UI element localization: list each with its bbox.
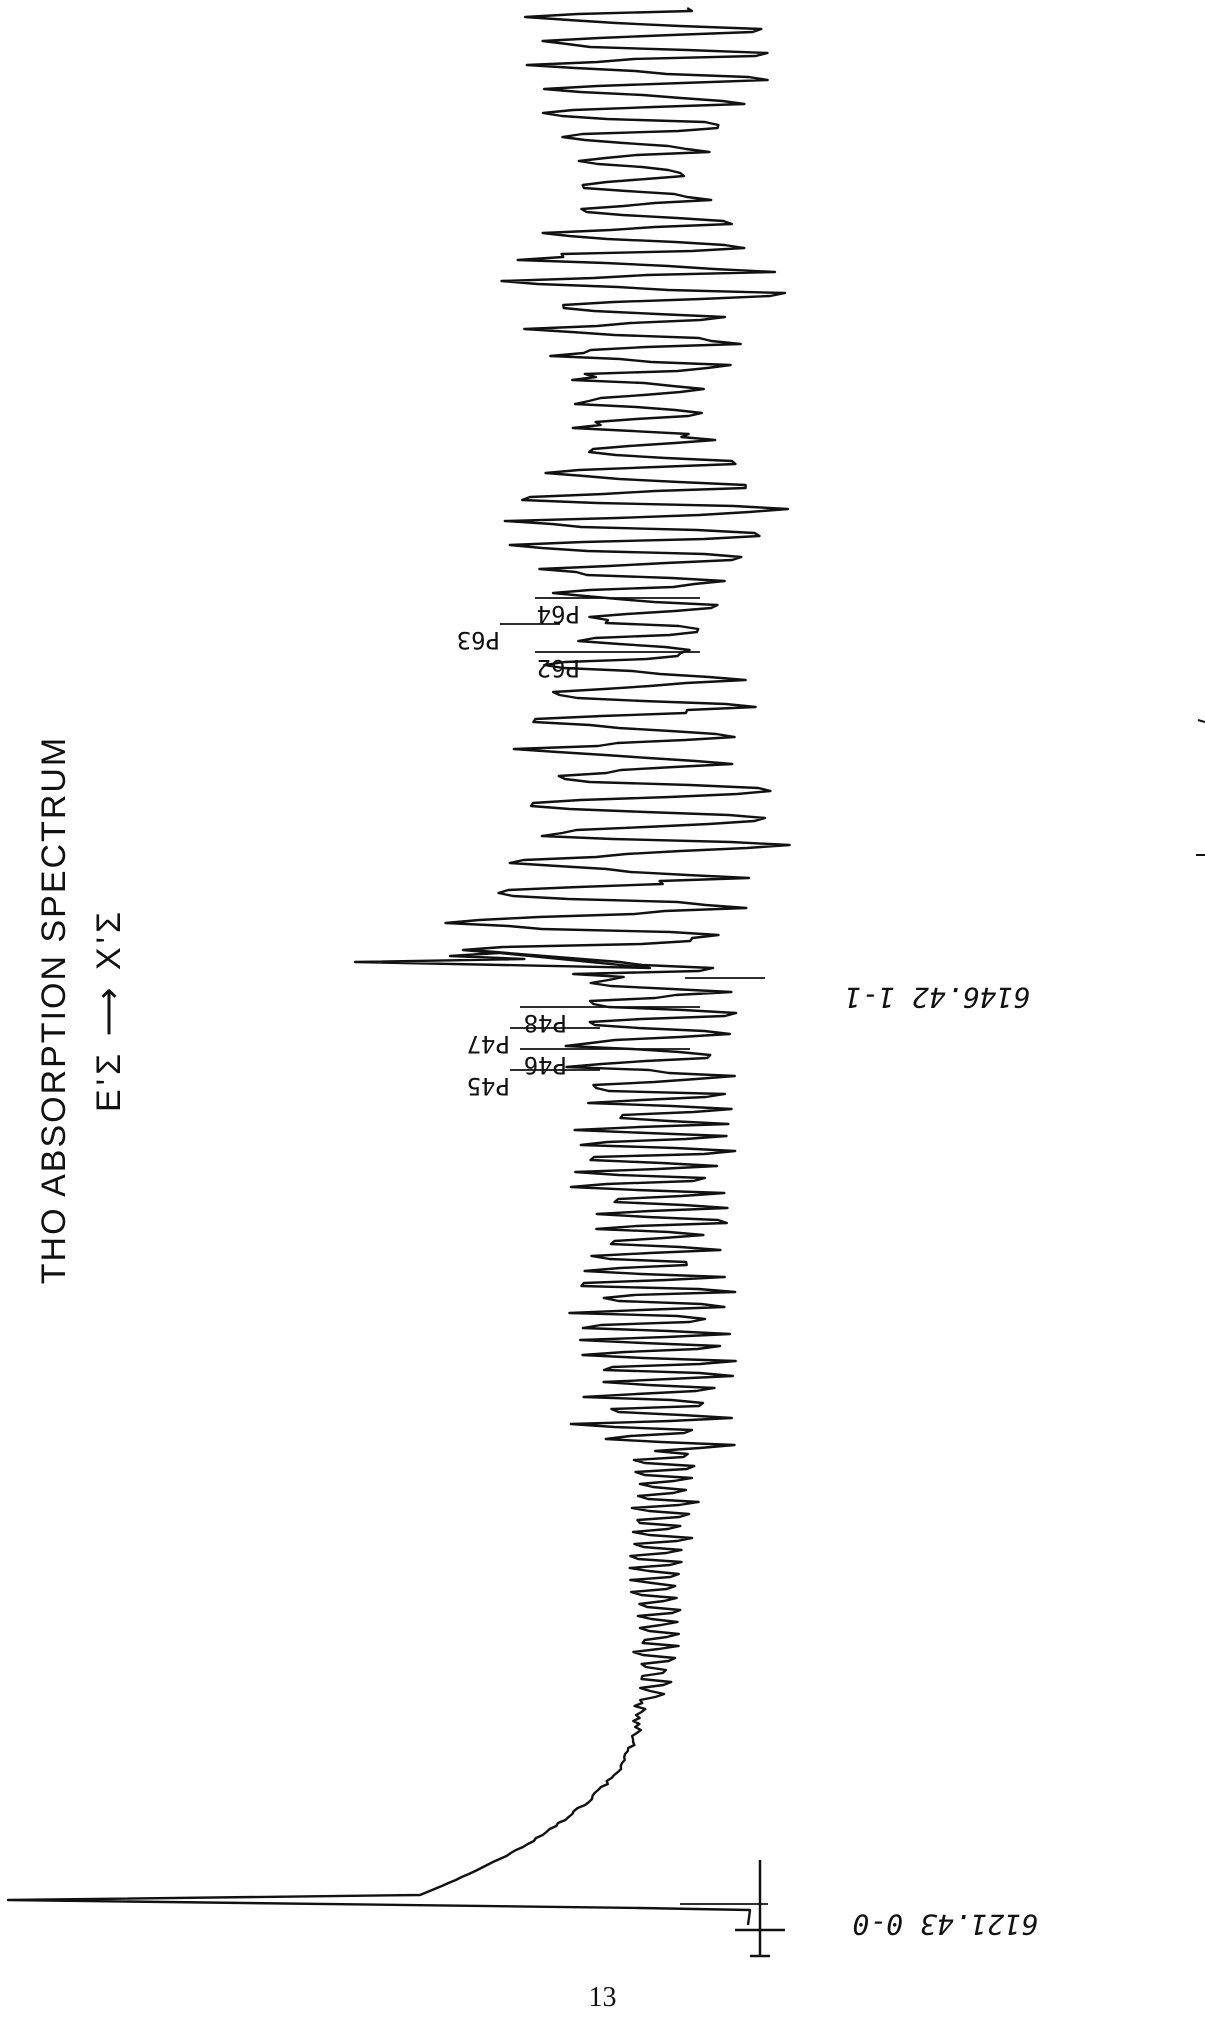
baseline-mark <box>735 1860 785 1958</box>
right-tick-marks <box>1196 719 1205 856</box>
page-number: 13 <box>588 1982 617 2013</box>
label-p48: P48 <box>524 1009 567 1037</box>
label-1-1-band: 6146.42 1-1 <box>845 981 1030 1014</box>
label-p46: P46 <box>524 1051 567 1079</box>
annotation-leaders <box>500 597 768 1905</box>
label-p64: P64 <box>537 600 580 628</box>
label-p62: P62 <box>537 654 580 682</box>
spectrum-trace <box>6 6 791 1926</box>
label-p47: P47 <box>467 1030 510 1058</box>
label-0-0-band: 6121.43 0-0 <box>853 1908 1038 1941</box>
label-p45: P45 <box>467 1072 510 1100</box>
chart-subtitle: E'Σ ⟶ X'Σ <box>90 908 128 1112</box>
chart-title: THO ABSORPTION SPECTRUM <box>35 736 73 1285</box>
label-p63: P63 <box>457 626 500 654</box>
